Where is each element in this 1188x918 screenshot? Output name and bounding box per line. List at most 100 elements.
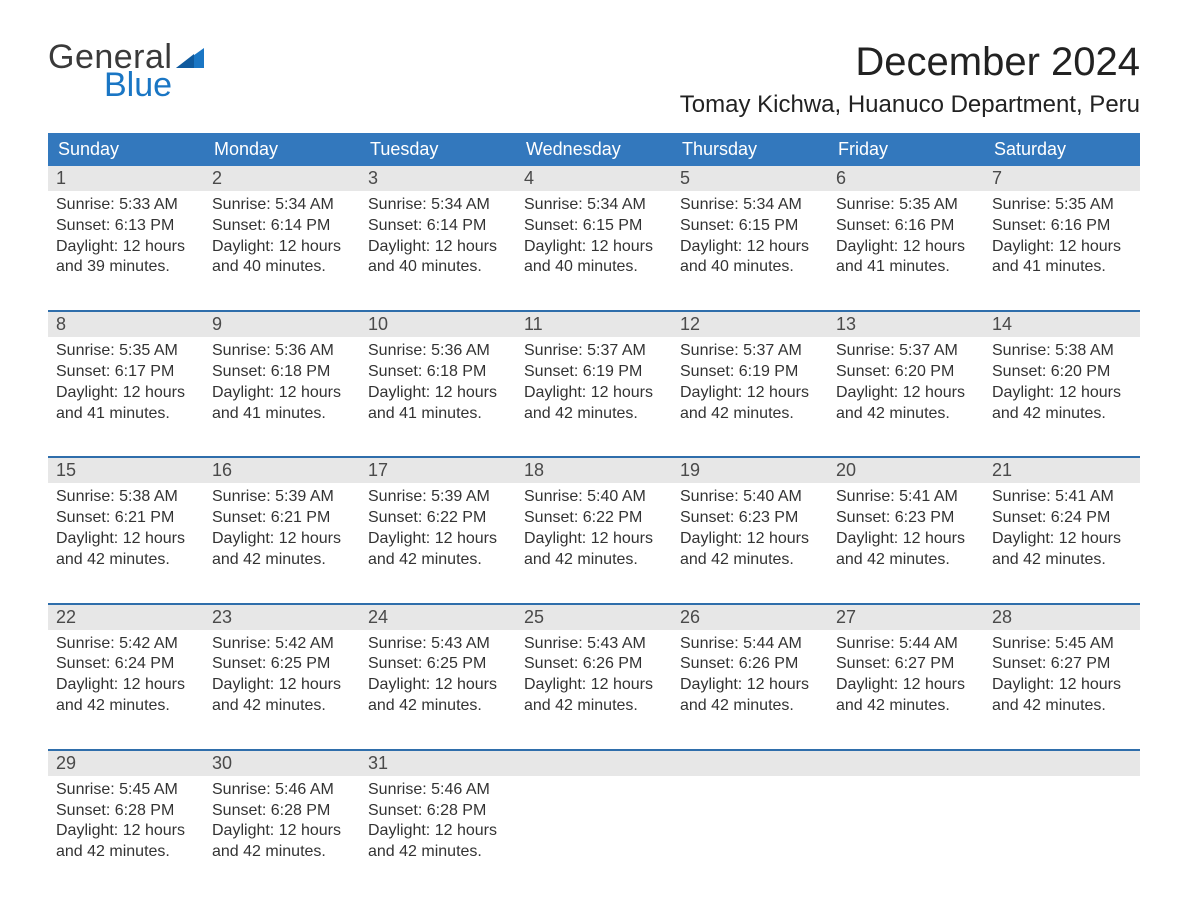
day-number: 26 xyxy=(672,605,828,630)
daylight-label: Daylight: xyxy=(368,238,430,255)
day-number: 13 xyxy=(828,312,984,337)
sunrise-value: 5:44 AM xyxy=(743,635,802,652)
sunset-line: Sunset: 6:21 PM xyxy=(212,508,352,529)
sunrise-label: Sunrise: xyxy=(992,196,1051,213)
sunrise-label: Sunrise: xyxy=(212,781,271,798)
sunset-label: Sunset: xyxy=(56,363,110,380)
sunrise-value: 5:33 AM xyxy=(119,196,178,213)
sunrise-value: 5:35 AM xyxy=(1055,196,1114,213)
sunset-label: Sunset: xyxy=(212,802,266,819)
daylight-label: Daylight: xyxy=(212,384,274,401)
sunset-line: Sunset: 6:17 PM xyxy=(56,362,196,383)
sunrise-label: Sunrise: xyxy=(680,342,739,359)
sunrise-value: 5:36 AM xyxy=(431,342,490,359)
logo-flag-icon xyxy=(176,48,204,68)
daylight-line: Daylight: 12 hours and 40 minutes. xyxy=(212,237,352,279)
sunset-label: Sunset: xyxy=(836,217,890,234)
sunset-line: Sunset: 6:23 PM xyxy=(836,508,976,529)
sunset-line: Sunset: 6:13 PM xyxy=(56,216,196,237)
sunset-line: Sunset: 6:27 PM xyxy=(836,654,976,675)
day-number: 11 xyxy=(516,312,672,337)
sunset-label: Sunset: xyxy=(56,655,110,672)
sunset-line: Sunset: 6:20 PM xyxy=(836,362,976,383)
sunset-label: Sunset: xyxy=(992,363,1046,380)
day-cell: Sunrise: 5:34 AMSunset: 6:15 PMDaylight:… xyxy=(516,191,672,282)
sunset-value: 6:27 PM xyxy=(1051,655,1111,672)
sunrise-label: Sunrise: xyxy=(836,488,895,505)
sunrise-line: Sunrise: 5:41 AM xyxy=(992,487,1132,508)
day-number: 29 xyxy=(48,751,204,776)
sunrise-label: Sunrise: xyxy=(368,196,427,213)
day-number: 8 xyxy=(48,312,204,337)
sunrise-line: Sunrise: 5:35 AM xyxy=(56,341,196,362)
sunset-line: Sunset: 6:24 PM xyxy=(56,654,196,675)
sunset-label: Sunset: xyxy=(56,509,110,526)
sunrise-line: Sunrise: 5:46 AM xyxy=(368,780,508,801)
day-cell: Sunrise: 5:34 AMSunset: 6:15 PMDaylight:… xyxy=(672,191,828,282)
sunrise-value: 5:38 AM xyxy=(119,488,178,505)
day-cell: Sunrise: 5:38 AMSunset: 6:21 PMDaylight:… xyxy=(48,483,204,574)
sunset-line: Sunset: 6:23 PM xyxy=(680,508,820,529)
day-number: 14 xyxy=(984,312,1140,337)
sunset-label: Sunset: xyxy=(992,217,1046,234)
daylight-line: Daylight: 12 hours and 42 minutes. xyxy=(368,529,508,571)
sunrise-line: Sunrise: 5:36 AM xyxy=(368,341,508,362)
daylight-label: Daylight: xyxy=(992,238,1054,255)
sunset-value: 6:25 PM xyxy=(271,655,331,672)
sunrise-value: 5:42 AM xyxy=(119,635,178,652)
sunset-line: Sunset: 6:20 PM xyxy=(992,362,1132,383)
daylight-line: Daylight: 12 hours and 42 minutes. xyxy=(524,529,664,571)
day-cell: Sunrise: 5:36 AMSunset: 6:18 PMDaylight:… xyxy=(204,337,360,428)
sunset-line: Sunset: 6:26 PM xyxy=(524,654,664,675)
sunrise-label: Sunrise: xyxy=(524,488,583,505)
calendar-page: General Blue December 2024 Tomay Kichwa,… xyxy=(0,0,1188,897)
sunrise-label: Sunrise: xyxy=(836,196,895,213)
sunrise-value: 5:39 AM xyxy=(275,488,334,505)
sunset-label: Sunset: xyxy=(212,217,266,234)
day-cell: Sunrise: 5:37 AMSunset: 6:19 PMDaylight:… xyxy=(672,337,828,428)
daylight-line: Daylight: 12 hours and 42 minutes. xyxy=(368,821,508,863)
daylight-label: Daylight: xyxy=(680,530,742,547)
sunrise-line: Sunrise: 5:42 AM xyxy=(212,634,352,655)
sunrise-line: Sunrise: 5:40 AM xyxy=(680,487,820,508)
daylight-label: Daylight: xyxy=(368,384,430,401)
daylight-label: Daylight: xyxy=(368,822,430,839)
sunset-label: Sunset: xyxy=(524,363,578,380)
sunset-label: Sunset: xyxy=(368,655,422,672)
daylight-line: Daylight: 12 hours and 41 minutes. xyxy=(368,383,508,425)
sunset-value: 6:20 PM xyxy=(895,363,955,380)
sunset-value: 6:16 PM xyxy=(1051,217,1111,234)
day-number xyxy=(828,751,984,776)
sunrise-line: Sunrise: 5:43 AM xyxy=(368,634,508,655)
sunrise-value: 5:38 AM xyxy=(1055,342,1114,359)
sunrise-value: 5:42 AM xyxy=(275,635,334,652)
sunrise-line: Sunrise: 5:42 AM xyxy=(56,634,196,655)
sunrise-line: Sunrise: 5:34 AM xyxy=(212,195,352,216)
sunset-line: Sunset: 6:19 PM xyxy=(524,362,664,383)
sunrise-label: Sunrise: xyxy=(368,781,427,798)
daylight-line: Daylight: 12 hours and 41 minutes. xyxy=(56,383,196,425)
sunset-label: Sunset: xyxy=(212,655,266,672)
daylight-label: Daylight: xyxy=(992,384,1054,401)
daylight-label: Daylight: xyxy=(368,530,430,547)
daylight-label: Daylight: xyxy=(524,238,586,255)
sunrise-line: Sunrise: 5:38 AM xyxy=(56,487,196,508)
sunset-line: Sunset: 6:28 PM xyxy=(56,801,196,822)
sunset-label: Sunset: xyxy=(836,655,890,672)
daylight-line: Daylight: 12 hours and 42 minutes. xyxy=(524,383,664,425)
day-number: 3 xyxy=(360,166,516,191)
sunrise-label: Sunrise: xyxy=(992,635,1051,652)
daylight-label: Daylight: xyxy=(212,530,274,547)
day-cell: Sunrise: 5:37 AMSunset: 6:20 PMDaylight:… xyxy=(828,337,984,428)
daylight-line: Daylight: 12 hours and 42 minutes. xyxy=(56,821,196,863)
daylight-line: Daylight: 12 hours and 39 minutes. xyxy=(56,237,196,279)
sunrise-label: Sunrise: xyxy=(368,342,427,359)
sunrise-line: Sunrise: 5:34 AM xyxy=(368,195,508,216)
title-block: December 2024 Tomay Kichwa, Huanuco Depa… xyxy=(680,40,1140,133)
day-cell: Sunrise: 5:43 AMSunset: 6:26 PMDaylight:… xyxy=(516,630,672,721)
day-number: 21 xyxy=(984,458,1140,483)
sunset-value: 6:14 PM xyxy=(427,217,487,234)
daylight-line: Daylight: 12 hours and 41 minutes. xyxy=(836,237,976,279)
sunset-label: Sunset: xyxy=(680,655,734,672)
sunset-line: Sunset: 6:19 PM xyxy=(680,362,820,383)
